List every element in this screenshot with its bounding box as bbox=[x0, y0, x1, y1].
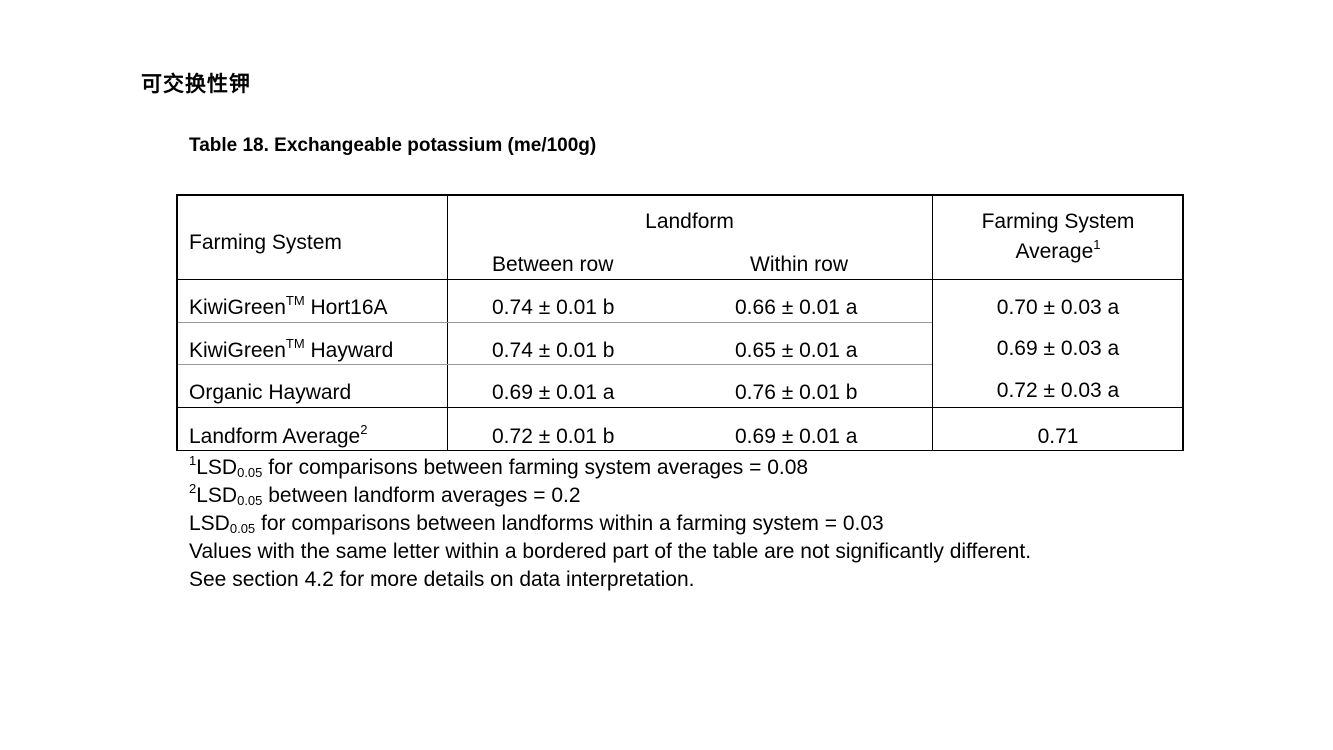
row-1-between: 0.74 ± 0.01 b bbox=[492, 296, 615, 319]
row-1-farming-system: KiwiGreenTM Hort16A bbox=[189, 293, 388, 319]
footnote-3: LSD0.05 for comparisons between landform… bbox=[189, 512, 884, 536]
row-2-average: 0.69 ± 0.03 a bbox=[996, 337, 1120, 360]
col-divider-2 bbox=[932, 196, 933, 450]
row-2-between: 0.74 ± 0.01 b bbox=[492, 339, 615, 362]
landform-average-label: Landform Average2 bbox=[189, 422, 368, 448]
footnote-4: Values with the same letter within a bor… bbox=[189, 540, 1032, 563]
footnote-5: See section 4.2 for more details on data… bbox=[189, 568, 695, 591]
header-within-row: Within row bbox=[750, 253, 849, 276]
row-3-farming-system: Organic Hayward bbox=[189, 381, 352, 404]
footnote-ref-1: 1 bbox=[1093, 237, 1101, 252]
row-1-within: 0.66 ± 0.01 a bbox=[735, 296, 858, 319]
table-caption: Table 18. Exchangeable potassium (me/100… bbox=[189, 135, 597, 156]
row-3-average: 0.72 ± 0.03 a bbox=[996, 379, 1120, 402]
footnote-ref-2: 2 bbox=[360, 422, 368, 437]
page-heading: 可交换性钾 bbox=[141, 72, 251, 96]
row-3-between: 0.69 ± 0.01 a bbox=[492, 381, 615, 404]
row-divider-1 bbox=[178, 322, 932, 323]
row-divider-2 bbox=[178, 364, 932, 365]
footnote-2: 2LSD0.05 between landform averages = 0.2 bbox=[189, 481, 581, 508]
landform-average-between: 0.72 ± 0.01 b bbox=[492, 425, 615, 448]
header-fs-average-line2: Average1 bbox=[1015, 237, 1101, 263]
average-divider bbox=[178, 407, 1182, 408]
header-fs-average-line1: Farming System bbox=[981, 210, 1135, 233]
header-divider bbox=[178, 279, 1182, 280]
header-between-row: Between row bbox=[492, 253, 614, 276]
footnote-1: 1LSD0.05 for comparisons between farming… bbox=[189, 453, 809, 480]
header-landform: Landform bbox=[645, 210, 734, 233]
table-footnotes: 1LSD0.05 for comparisons between farming… bbox=[189, 454, 1031, 594]
header-farming-system: Farming System bbox=[189, 231, 342, 254]
overall-average: 0.71 bbox=[1037, 425, 1079, 448]
landform-average-within: 0.69 ± 0.01 a bbox=[735, 425, 858, 448]
row-1-average: 0.70 ± 0.03 a bbox=[996, 296, 1120, 319]
col-divider-1 bbox=[447, 196, 448, 450]
row-2-within: 0.65 ± 0.01 a bbox=[735, 339, 858, 362]
row-2-farming-system: KiwiGreenTM Hayward bbox=[189, 336, 394, 362]
potassium-table: Farming System Landform Between row With… bbox=[176, 194, 1184, 451]
row-3-within: 0.76 ± 0.01 b bbox=[735, 381, 858, 404]
